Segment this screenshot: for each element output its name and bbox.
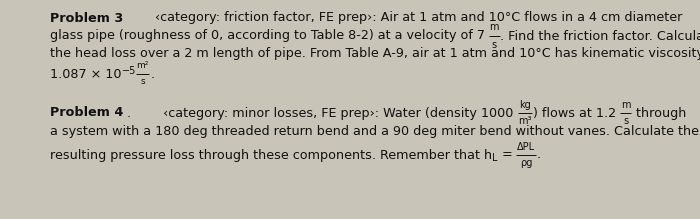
Text: m²: m² xyxy=(136,62,148,71)
Text: ) flows at 1.2: ) flows at 1.2 xyxy=(533,106,620,120)
Text: s: s xyxy=(623,117,628,127)
Text: resulting pressure loss through these components. Remember that h: resulting pressure loss through these co… xyxy=(50,148,492,161)
Text: glass pipe (roughness of 0, according to Table 8-2) at a velocity of 7: glass pipe (roughness of 0, according to… xyxy=(50,30,489,42)
Text: the head loss over a 2 m length of pipe. From Table A-9, air at 1 atm and 10°C h: the head loss over a 2 m length of pipe.… xyxy=(50,48,700,60)
Text: Problem 3: Problem 3 xyxy=(50,12,123,25)
Text: . Find the friction factor. Calculate: . Find the friction factor. Calculate xyxy=(500,30,700,42)
Text: m³: m³ xyxy=(518,117,532,127)
Text: ‹category: friction factor, FE prep›: Air at 1 atm and 10°C flows in a 4 cm diam: ‹category: friction factor, FE prep›: Ai… xyxy=(123,12,682,25)
Text: through: through xyxy=(632,106,686,120)
Text: .        ‹category: minor losses, FE prep›: Water (density 1000: . ‹category: minor losses, FE prep›: Wat… xyxy=(123,106,518,120)
Text: −5: −5 xyxy=(122,66,136,76)
Text: s: s xyxy=(140,78,145,87)
Text: ΔPL: ΔPL xyxy=(517,141,535,152)
Text: Problem 4: Problem 4 xyxy=(50,106,123,120)
Text: ρg: ρg xyxy=(519,159,532,168)
Text: s: s xyxy=(491,39,497,49)
Text: .: . xyxy=(536,148,540,161)
Text: =: = xyxy=(498,148,517,161)
Text: kg: kg xyxy=(519,99,531,110)
Text: 1.087 × 10: 1.087 × 10 xyxy=(50,69,122,81)
Text: L: L xyxy=(492,153,498,163)
Text: a system with a 180 deg threaded return bend and a 90 deg miter bend without van: a system with a 180 deg threaded return … xyxy=(50,124,699,138)
Text: m: m xyxy=(489,23,499,32)
Text: m: m xyxy=(621,99,631,110)
Text: .: . xyxy=(150,69,155,81)
